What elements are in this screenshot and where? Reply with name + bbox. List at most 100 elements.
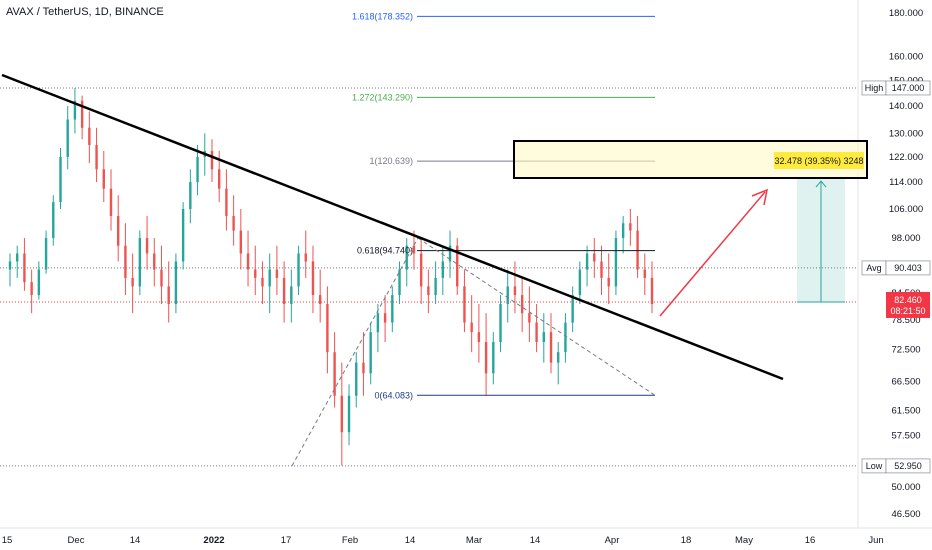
candle-body bbox=[434, 277, 437, 296]
candle bbox=[102, 150, 105, 203]
last-price-value: 82.460 bbox=[894, 295, 922, 305]
candle-body bbox=[124, 245, 127, 278]
candle bbox=[593, 238, 596, 278]
fib-level-label: 1(120.639) bbox=[369, 156, 413, 166]
drawing-overlays: 1.618(178.352) 1.272(143.290) 1(120.639) 0.… bbox=[1, 11, 868, 467]
x-tick-label: 15 bbox=[2, 535, 13, 546]
candle bbox=[456, 238, 459, 296]
candle bbox=[629, 209, 632, 246]
candle-body bbox=[73, 100, 77, 120]
y-tick-label: 78.500 bbox=[891, 315, 920, 326]
candle-body bbox=[405, 245, 408, 270]
y-tick-label: 66.500 bbox=[891, 377, 920, 388]
candle-body bbox=[412, 245, 416, 254]
candle bbox=[398, 261, 401, 305]
candle bbox=[66, 106, 69, 170]
candle bbox=[578, 261, 582, 305]
candle-body bbox=[44, 238, 48, 270]
candle bbox=[304, 230, 307, 278]
x-tick-label: 18 bbox=[681, 535, 692, 546]
candle bbox=[376, 304, 380, 353]
candle bbox=[614, 230, 618, 296]
candle bbox=[23, 238, 26, 291]
candle-body bbox=[557, 352, 560, 363]
candle bbox=[131, 253, 134, 314]
candle bbox=[16, 245, 19, 278]
last-price-bg bbox=[886, 291, 930, 318]
candle bbox=[153, 238, 156, 287]
candle-body bbox=[456, 245, 459, 287]
candle-body bbox=[419, 253, 423, 287]
candle-body bbox=[16, 253, 19, 262]
candle bbox=[117, 195, 120, 262]
candle-body bbox=[304, 253, 307, 262]
candle-body bbox=[398, 269, 401, 296]
fib-level-label: 1.272(143.290) bbox=[352, 92, 413, 102]
x-tick-label: 17 bbox=[281, 535, 292, 546]
candle bbox=[124, 223, 127, 296]
candle bbox=[571, 286, 574, 333]
candle-body bbox=[196, 156, 199, 183]
price-axis[interactable]: 180.000160.000150.000140.000130.000122.0… bbox=[861, 8, 931, 520]
candle-body bbox=[311, 261, 315, 296]
low-value: 52.950 bbox=[894, 461, 922, 471]
candle bbox=[585, 245, 589, 287]
candle-body bbox=[145, 238, 149, 254]
candle bbox=[254, 245, 257, 296]
candle-body bbox=[585, 253, 589, 270]
measure-arrowhead bbox=[815, 180, 827, 188]
candle-body bbox=[629, 223, 632, 231]
candle-body bbox=[117, 216, 120, 246]
candle-body bbox=[254, 269, 257, 278]
candle-body bbox=[59, 156, 62, 203]
y-tick-label: 61.500 bbox=[891, 406, 920, 417]
x-tick-label: 14 bbox=[530, 535, 541, 546]
y-tick-label: 114.000 bbox=[889, 177, 923, 188]
candle bbox=[405, 238, 408, 287]
chart-title: AVAX / TetherUS, 1D, BINANCE bbox=[6, 6, 164, 18]
candle-body bbox=[535, 322, 538, 343]
candle-body bbox=[318, 295, 322, 305]
candle bbox=[239, 209, 243, 270]
low-value-bg bbox=[885, 458, 931, 474]
x-tick-label: Dec bbox=[68, 535, 85, 546]
candle bbox=[311, 245, 315, 314]
x-tick-label: Apr bbox=[605, 535, 620, 546]
candle-body bbox=[138, 238, 142, 287]
candle-body bbox=[217, 169, 221, 189]
candle-body bbox=[499, 304, 502, 343]
candle-body bbox=[643, 269, 646, 278]
candle bbox=[347, 384, 351, 446]
candle-body bbox=[369, 332, 372, 374]
candle bbox=[391, 286, 394, 333]
candle-body bbox=[621, 223, 625, 239]
fib-level-label: 0.618(94.740) bbox=[357, 246, 413, 256]
candle bbox=[138, 230, 142, 296]
candle-body bbox=[290, 286, 293, 305]
candle bbox=[268, 253, 271, 314]
candle bbox=[448, 230, 452, 278]
candle-body bbox=[246, 253, 250, 270]
candle bbox=[477, 304, 481, 363]
candle-body bbox=[347, 395, 351, 433]
candle bbox=[145, 216, 149, 270]
x-tick-label: Jun bbox=[868, 535, 883, 546]
fib-level-label: 1.618(178.352) bbox=[352, 11, 413, 21]
candle-body bbox=[131, 277, 134, 287]
candle-body bbox=[376, 313, 380, 333]
candle bbox=[549, 313, 553, 374]
candle-body bbox=[607, 277, 610, 287]
candle-body bbox=[650, 277, 654, 305]
fib-anchor-line bbox=[291, 237, 419, 467]
candle-body bbox=[239, 230, 243, 254]
candle bbox=[160, 245, 163, 305]
candle bbox=[80, 95, 84, 140]
candle bbox=[643, 253, 646, 296]
candle-body bbox=[333, 352, 336, 396]
candle bbox=[520, 277, 524, 333]
candle-body bbox=[528, 313, 531, 323]
candle-body bbox=[268, 269, 271, 287]
time-axis[interactable]: 15 Dec 14 2022 17 Feb 14 Mar 14 Apr 18 May 16 Jun bbox=[2, 535, 884, 546]
gridlines bbox=[0, 0, 932, 529]
